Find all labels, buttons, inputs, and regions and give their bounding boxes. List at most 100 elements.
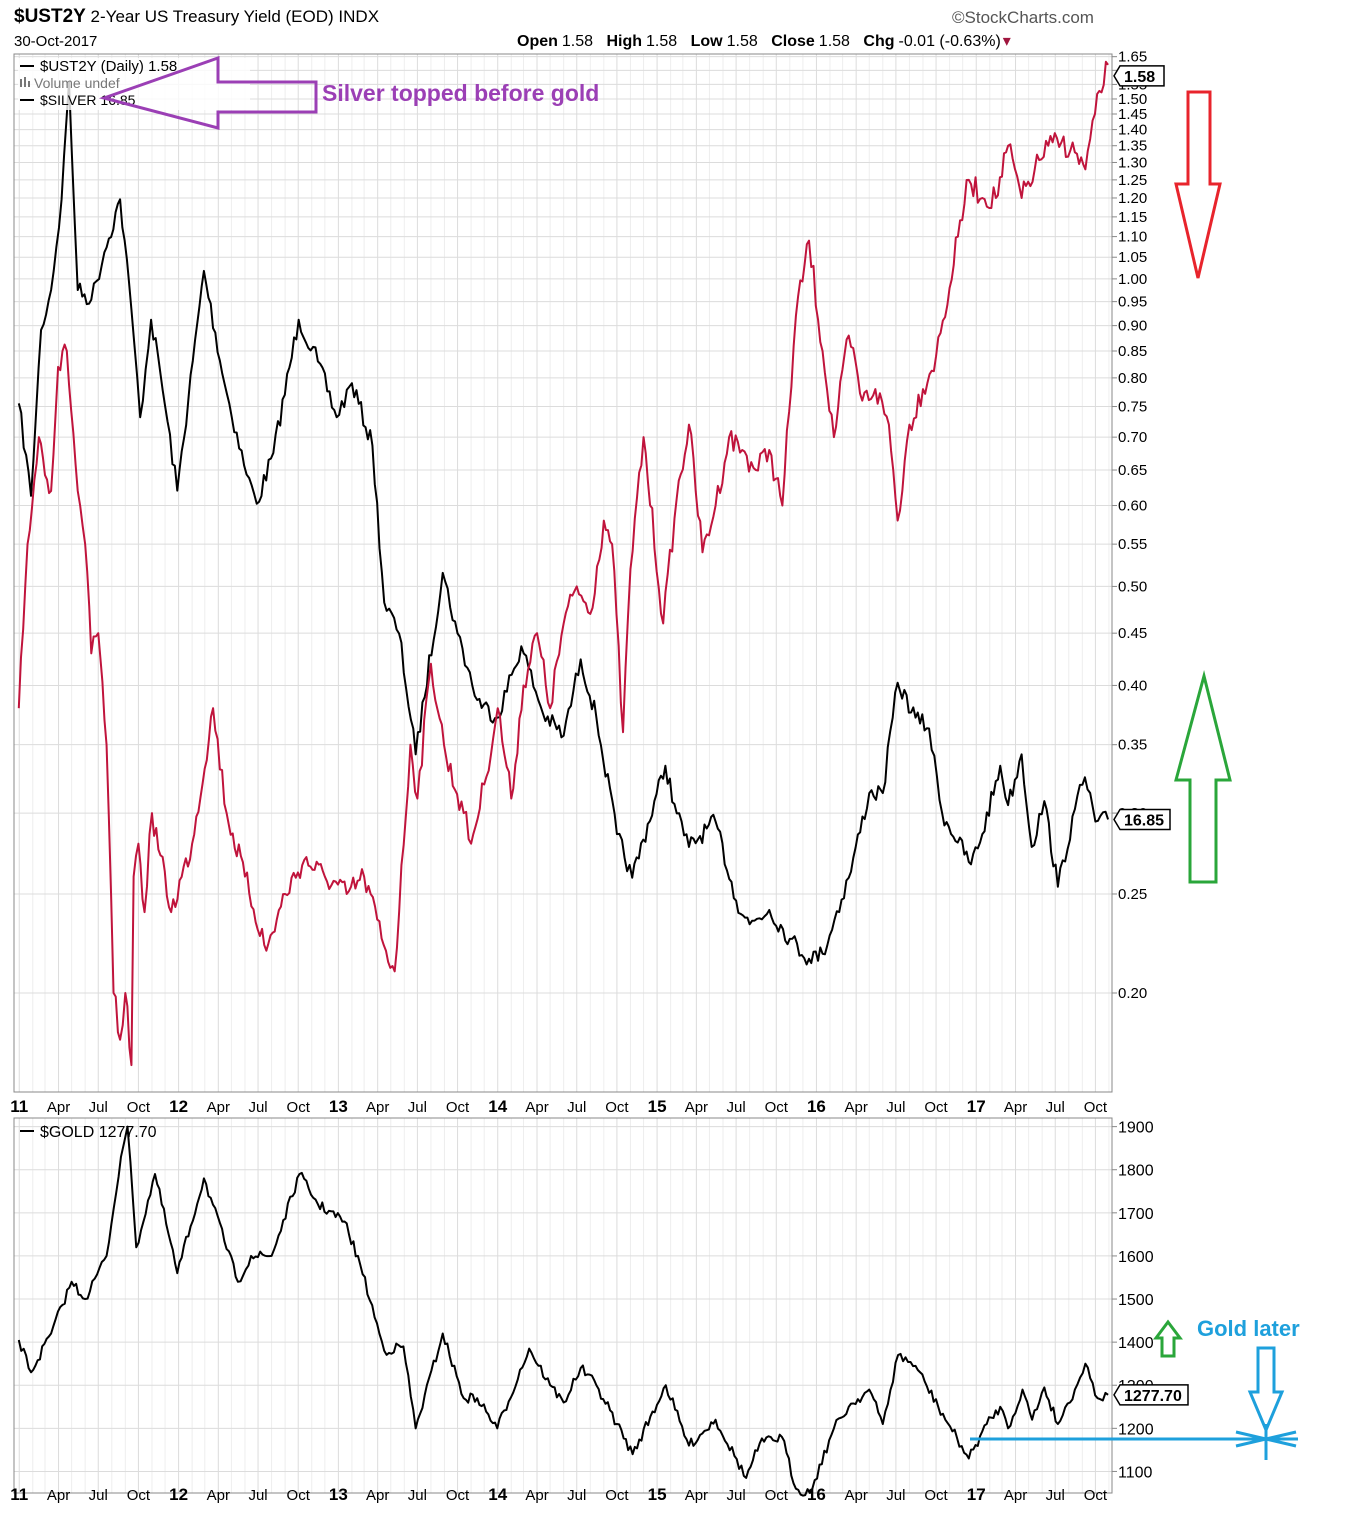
x-tick-label: Oct — [1084, 1487, 1108, 1504]
x-tick-label: Apr — [525, 1099, 548, 1116]
x-tick-label: Oct — [1084, 1099, 1108, 1116]
x-tick-label: Jul — [1046, 1487, 1065, 1504]
top-legend: $UST2Y (Daily) 1.58 Volume undef $SILVER… — [18, 58, 250, 110]
close-label: Close — [771, 33, 815, 50]
open-label: Open — [517, 33, 558, 50]
x-tick-label: 16 — [807, 1097, 826, 1116]
gold-last-label-box — [1113, 1384, 1189, 1406]
x-tick-label: Jul — [727, 1487, 746, 1504]
silver-series — [17, 81, 1110, 966]
x-tick-label: Jul — [408, 1099, 427, 1116]
ust2y-last-label-box — [1113, 65, 1165, 87]
x-tick-label: Apr — [47, 1487, 70, 1504]
x-tick-label: 14 — [488, 1097, 507, 1116]
y-tick-label: 1100 — [1118, 1464, 1153, 1481]
x-tick-label: Oct — [127, 1487, 151, 1504]
y-tick-label: 0.35 — [1118, 737, 1147, 754]
y-tick-label: 0.90 — [1118, 318, 1147, 335]
x-tick-label: Jul — [886, 1487, 905, 1504]
low-label: Low — [690, 33, 723, 50]
y-tick-label: 1500 — [1118, 1292, 1154, 1309]
open-value: 1.58 — [561, 33, 594, 50]
y-tick-label: 1.35 — [1118, 138, 1147, 155]
gold-axis-labels: 190018001700160015001400130012001100 — [1112, 1120, 1154, 1481]
legend-backdrop — [18, 58, 250, 110]
yield-axis-labels: 1.651.601.551.501.451.401.351.301.251.20… — [1112, 49, 1147, 1002]
ust2y-series — [17, 60, 1109, 1067]
x-tick-label: Apr — [1004, 1487, 1027, 1504]
top-date-axis: 11 Apr Jul Oct 12 Apr Jul Oct 13 Apr Jul Oct 14 Apr Ju… — [10, 1097, 1108, 1116]
gold-line — [17, 1125, 1109, 1497]
x-tick-label: Jul — [408, 1487, 427, 1504]
y-tick-label: 1.20 — [1118, 190, 1147, 207]
bottom-legend: $GOLD 1277.70 — [20, 1124, 157, 1141]
y-tick-label: 0.25 — [1118, 886, 1147, 903]
title-text: 2-Year US Treasury Yield (EOD) — [90, 7, 334, 26]
x-tick-label: Apr — [844, 1099, 867, 1116]
top-panel-grid — [14, 54, 1112, 1092]
x-tick-label: 17 — [967, 1097, 986, 1116]
x-tick-label: Apr — [47, 1099, 70, 1116]
x-tick-label: Oct — [765, 1099, 789, 1116]
x-tick-label: Apr — [366, 1099, 389, 1116]
x-tick-label: Apr — [1004, 1099, 1027, 1116]
y-tick-label: 1.15 — [1118, 209, 1147, 226]
x-tick-label: 13 — [329, 1097, 348, 1116]
exchange: INDX — [338, 7, 380, 26]
y-tick-label: 1700 — [1118, 1206, 1154, 1223]
legend-ust2y: $UST2Y (Daily) 1.58 — [40, 58, 177, 75]
bottom-panel-grid — [14, 1118, 1112, 1493]
x-tick-label: Jul — [567, 1099, 586, 1116]
legend-volume: Volume undef — [34, 75, 120, 91]
y-tick-label: 0.75 — [1118, 399, 1147, 416]
blue-star-mark — [1235, 1424, 1297, 1460]
y-tick-label: 0.50 — [1118, 578, 1147, 595]
x-tick-label: 13 — [329, 1485, 348, 1504]
y-tick-label: 1.05 — [1118, 249, 1147, 266]
high-label: High — [606, 33, 643, 50]
x-tick-label: Jul — [89, 1099, 108, 1116]
x-tick-label: 11 — [10, 1485, 28, 1504]
last-value-labels: 1.58 16.85 1277.70 — [1113, 65, 1189, 1406]
green-up-arrow — [1174, 670, 1232, 884]
y-tick-label: 0.45 — [1118, 625, 1147, 642]
legend-gold: $GOLD 1277.70 — [40, 1124, 157, 1141]
y-tick-label: 0.60 — [1118, 498, 1147, 515]
ohlc-readout: Open 1.58 High 1.58 Low 1.58 Close 1.58 Chg -… — [517, 31, 1011, 51]
gold-note: Gold later — [1197, 1316, 1300, 1341]
x-tick-label: 16 — [807, 1485, 826, 1504]
x-tick-label: 15 — [648, 1097, 667, 1116]
symbol: $UST2Y — [14, 6, 86, 27]
y-tick-label: 1800 — [1118, 1163, 1154, 1180]
y-tick-label: 1600 — [1118, 1249, 1154, 1266]
x-tick-label: Apr — [685, 1487, 708, 1504]
y-tick-label: 0.85 — [1118, 343, 1147, 360]
x-tick-label: 15 — [648, 1485, 667, 1504]
silver-last-label: 16.85 — [1124, 812, 1164, 829]
chg-down-marker: ▾ — [1002, 33, 1011, 50]
brand-logo[interactable]: ©StockCharts.com — [952, 8, 1094, 27]
bottom-panel-frame — [13, 1117, 1113, 1494]
x-tick-label: Jul — [1046, 1099, 1065, 1116]
x-tick-label: Oct — [605, 1099, 629, 1116]
y-tick-label: 0.55 — [1118, 536, 1147, 553]
volume-icon-bar — [28, 81, 30, 87]
x-tick-label: Apr — [844, 1487, 867, 1504]
low-value: 1.58 — [726, 33, 758, 50]
x-tick-label: Oct — [446, 1487, 470, 1504]
x-tick-label: 12 — [169, 1097, 188, 1116]
x-tick-label: Oct — [287, 1487, 311, 1504]
silver-last-label-box — [1113, 808, 1171, 831]
gold-last-label: 1277.70 — [1124, 1388, 1182, 1405]
y-tick-label: 1.45 — [1118, 106, 1147, 123]
silver-note: Silver topped before gold — [322, 80, 599, 106]
y-tick-label: 0.95 — [1118, 294, 1147, 311]
high-value: 1.58 — [646, 33, 678, 50]
y-tick-label: 1400 — [1118, 1335, 1154, 1352]
y-tick-label: 1.30 — [1118, 154, 1147, 171]
x-tick-label: Oct — [287, 1099, 311, 1116]
ust2y-last-label: 1.58 — [1124, 69, 1155, 86]
legend-silver: $SILVER 16.85 — [40, 92, 136, 108]
x-tick-label: Oct — [605, 1487, 629, 1504]
